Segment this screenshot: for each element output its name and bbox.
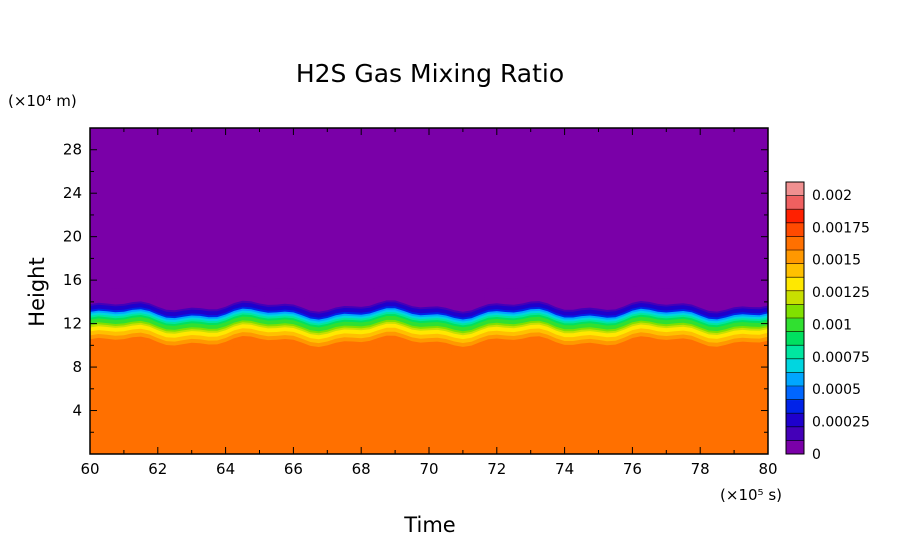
y-axis-label: Height — [25, 257, 49, 326]
x-unit-label: (×10⁵ s) — [720, 486, 782, 504]
colorbar-swatch — [786, 263, 804, 278]
x-tick-label: 78 — [691, 460, 710, 478]
colorbar-swatch — [786, 182, 804, 197]
colorbar-swatch — [786, 222, 804, 237]
colorbar-swatch — [786, 304, 804, 319]
y-unit-label: (×10⁴ m) — [8, 92, 77, 110]
y-tick-label: 16 — [63, 271, 82, 289]
colorbar-swatch — [786, 318, 804, 333]
x-tick-label: 76 — [623, 460, 642, 478]
colorbar-swatch — [786, 399, 804, 414]
colorbar-tick-label: 0.00125 — [812, 285, 870, 301]
colorbar-tick-label: 0 — [812, 447, 821, 463]
colorbar-tick-label: 0.00075 — [812, 350, 870, 366]
colorbar-swatch — [786, 195, 804, 210]
y-tick-label: 28 — [63, 141, 82, 159]
colorbar-tick-label: 0.00025 — [812, 415, 870, 431]
y-tick-label: 4 — [72, 402, 82, 420]
colorbar-tick-label: 0.002 — [812, 188, 852, 204]
colorbar-swatch — [786, 209, 804, 224]
chart-title: H2S Gas Mixing Ratio — [296, 59, 564, 88]
colorbar-swatch — [786, 358, 804, 373]
x-tick-label: 60 — [80, 460, 99, 478]
x-tick-label: 70 — [419, 460, 438, 478]
x-tick-label: 80 — [758, 460, 777, 478]
colorbar-swatch — [786, 331, 804, 346]
colorbar: 0.002 0.00175 0.0015 0.00125 0.001 0.00075 0.0… — [785, 181, 870, 463]
x-tick-label: 66 — [284, 460, 303, 478]
axes: 60 62 64 66 68 70 72 74 76 78 80 4 8 12 16 20 24 28 — [63, 127, 778, 478]
colorbar-tick-label: 0.0005 — [812, 382, 861, 398]
colorbar-tick-label: 0.0015 — [812, 253, 861, 269]
colorbar-tick-label: 0.00175 — [812, 220, 870, 236]
colorbar-swatch — [786, 372, 804, 387]
y-tick-label: 20 — [63, 228, 82, 246]
colorbar-swatch — [786, 236, 804, 251]
colorbar-frame — [785, 181, 805, 455]
y-tick-label: 12 — [63, 315, 82, 333]
x-tick-label: 62 — [148, 460, 167, 478]
y-tick-label: 24 — [63, 184, 82, 202]
colorbar-swatch — [786, 386, 804, 401]
x-axis-label: Time — [403, 513, 455, 537]
x-tick-label: 74 — [555, 460, 574, 478]
colorbar-swatch — [786, 250, 804, 265]
x-tick-label: 68 — [352, 460, 371, 478]
plot-area — [90, 128, 768, 455]
colorbar-swatch — [786, 440, 804, 455]
colorbar-swatch — [786, 426, 804, 441]
colorbar-tick-label: 0.001 — [812, 317, 852, 333]
colorbar-swatch — [786, 345, 804, 360]
colorbar-swatch — [786, 290, 804, 305]
x-tick-label: 72 — [487, 460, 506, 478]
y-tick-label: 8 — [72, 358, 82, 376]
colorbar-swatch — [786, 277, 804, 292]
colorbar-swatch — [786, 413, 804, 428]
x-tick-label: 64 — [216, 460, 235, 478]
